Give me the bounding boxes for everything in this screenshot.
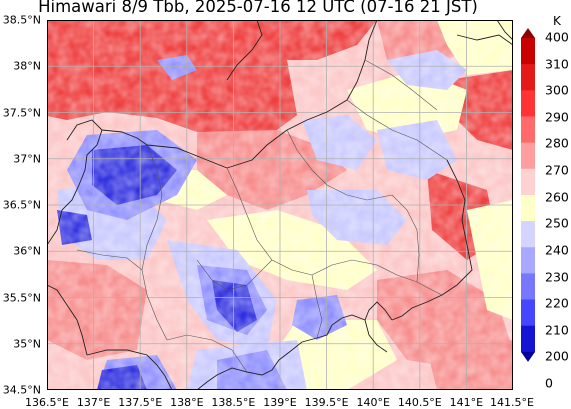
colorbar-tick-label: 260 xyxy=(545,189,569,205)
colorbar-tick-label: 400 xyxy=(545,29,569,45)
colorbar-tick-label: 230 xyxy=(545,269,569,285)
x-tick-label: 141°E xyxy=(449,396,484,409)
colorbar-segment xyxy=(521,194,535,222)
tbb-map[interactable] xyxy=(47,20,513,390)
colorbar-unit: K xyxy=(553,14,561,28)
colorbar-tick-label: 290 xyxy=(545,109,569,125)
colorbar-tick-label: 270 xyxy=(545,162,569,178)
map-canvas xyxy=(47,20,513,390)
colorbar-segment xyxy=(521,168,535,196)
x-tick-label: 137.5°E xyxy=(118,396,163,409)
y-tick-label: 37.5°N xyxy=(2,106,41,119)
y-tick-label: 35°N xyxy=(13,337,41,351)
x-tick-label: 140°E xyxy=(356,396,390,409)
x-tick-label: 137°E xyxy=(76,396,111,409)
x-tick-label: 140.5°E xyxy=(397,396,442,409)
colorbar-extend-top xyxy=(521,28,535,38)
colorbar-tick-label: 250 xyxy=(545,215,569,231)
coastline xyxy=(47,20,513,390)
colorbar-segment xyxy=(521,299,535,327)
colorbar-tick-label: 200 xyxy=(545,348,569,364)
y-tick-label: 34.5°N xyxy=(2,383,41,397)
colorbar-segment xyxy=(521,116,535,144)
colorbar-segment xyxy=(521,221,535,248)
colorbar-segment xyxy=(521,325,535,353)
colorbar-segment xyxy=(521,64,535,91)
x-tick-label: 138°E xyxy=(170,396,204,409)
colorbar-extend-bottom xyxy=(521,351,535,362)
colorbar-segment xyxy=(521,90,535,117)
colorbar xyxy=(521,28,535,362)
colorbar-segment xyxy=(521,273,535,301)
y-tick-label: 38°N xyxy=(13,59,41,73)
y-tick-label: 36.5°N xyxy=(2,198,41,212)
x-tick-label: 141.5°E xyxy=(490,396,534,409)
x-tick-label: 139.5°E xyxy=(304,396,349,409)
y-tick-label: 37°N xyxy=(13,152,41,166)
x-tick-label: 136.5°E xyxy=(25,396,69,409)
x-tick-label: 139°E xyxy=(263,396,297,409)
y-tick-label: 35.5°N xyxy=(2,291,41,304)
y-tick-label: 36°N xyxy=(13,244,41,258)
colorbar-segment xyxy=(521,38,535,65)
colorbar-tick-label: 300 xyxy=(545,82,569,98)
colorbar-tick-label: 210 xyxy=(545,322,569,338)
colorbar-tick-label: 280 xyxy=(545,135,569,151)
colorbar-segment xyxy=(521,142,535,170)
colorbar-tick-label: 0 xyxy=(545,375,553,391)
colorbar-tick-label: 220 xyxy=(545,295,569,311)
colorbar-segment xyxy=(521,247,535,274)
colorbar-tick-label: 240 xyxy=(545,242,569,258)
x-tick-label: 138.5°E xyxy=(211,396,256,409)
colorbar-tick-label: 310 xyxy=(545,56,569,72)
y-tick-label: 38.5°N xyxy=(2,13,41,27)
graticule xyxy=(47,20,513,390)
prefecture-borders xyxy=(76,59,448,373)
map-title: Himawari 8/9 Tbb, 2025-07-16 12 UTC (07-… xyxy=(38,0,478,16)
